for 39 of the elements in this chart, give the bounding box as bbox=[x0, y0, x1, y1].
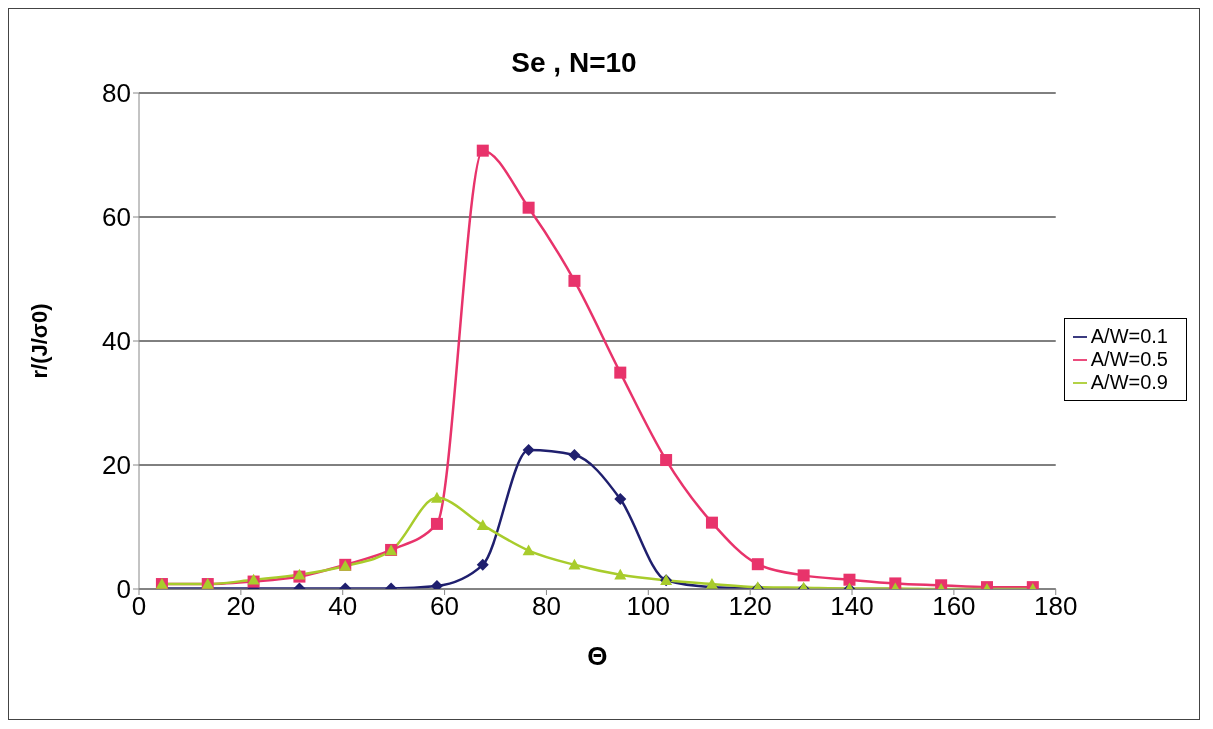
point bbox=[660, 454, 673, 467]
point bbox=[843, 573, 856, 586]
point bbox=[614, 568, 627, 580]
x-tick-label: 120 bbox=[728, 591, 772, 622]
legend-label: A/W=0.5 bbox=[1090, 347, 1168, 370]
point bbox=[522, 544, 535, 556]
point bbox=[797, 569, 810, 582]
point bbox=[751, 558, 764, 571]
y-tick-label: 60 bbox=[102, 202, 131, 233]
y-tick-label: 80 bbox=[102, 78, 131, 109]
point bbox=[522, 444, 535, 457]
legend-label: A/W=0.9 bbox=[1090, 370, 1168, 393]
chart-title: Se , N=10 bbox=[510, 47, 638, 79]
x-tick-label: 180 bbox=[1034, 591, 1078, 622]
point bbox=[614, 366, 627, 379]
point bbox=[568, 274, 581, 287]
x-axis-title: Θ bbox=[587, 641, 608, 671]
point bbox=[614, 493, 627, 506]
x-tick-label: 80 bbox=[531, 591, 561, 622]
x-tick-label: 40 bbox=[328, 591, 358, 622]
y-tick-label: 20 bbox=[102, 450, 131, 481]
legend-label: A/W=0.1 bbox=[1090, 324, 1168, 347]
point bbox=[430, 579, 443, 589]
y-tick-label: 40 bbox=[102, 326, 131, 357]
point bbox=[430, 517, 443, 530]
point bbox=[476, 519, 489, 530]
point bbox=[705, 516, 718, 529]
point bbox=[430, 491, 443, 503]
point bbox=[522, 201, 535, 214]
point bbox=[476, 144, 489, 157]
y-axis-title: r/(J/σ0) bbox=[26, 303, 52, 379]
point bbox=[476, 558, 489, 571]
point bbox=[568, 558, 581, 570]
x-tick-label: 60 bbox=[430, 591, 460, 622]
x-tick-label: 140 bbox=[830, 591, 874, 622]
x-tick-label: 20 bbox=[226, 591, 256, 622]
x-tick-label: 100 bbox=[626, 591, 670, 622]
point bbox=[568, 449, 581, 462]
x-tick-label: 160 bbox=[932, 591, 976, 622]
